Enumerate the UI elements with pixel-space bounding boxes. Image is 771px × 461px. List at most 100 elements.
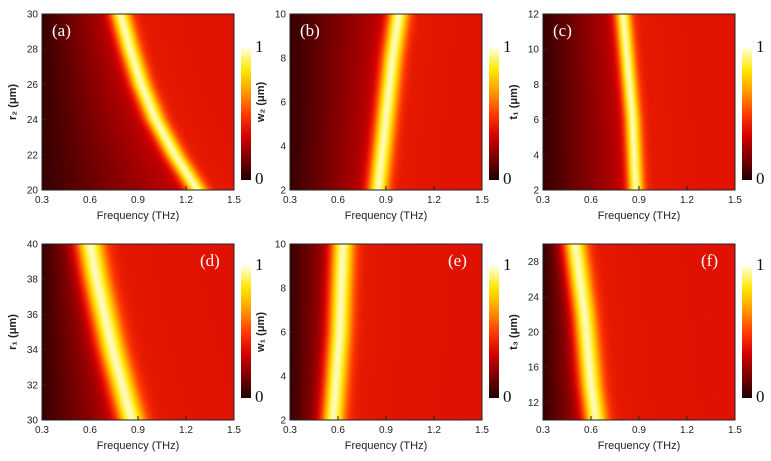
y-tick-label: 12 (528, 398, 540, 409)
x-tick-label: 1.5 (227, 195, 241, 206)
x-tick-label: 0.3 (35, 195, 49, 206)
y-tick-label: 10 (528, 45, 540, 56)
y-tick-label: 12 (528, 10, 540, 21)
heatmap-image (290, 14, 482, 190)
heatmap-image (543, 14, 735, 190)
x-tick-label: 0.6 (83, 195, 97, 206)
y-tick-label: 10 (275, 10, 287, 21)
x-tick-label: 1.5 (728, 425, 742, 436)
x-axis-label: Frequency (THz) (345, 210, 428, 222)
x-tick-label: 1.2 (427, 195, 441, 206)
colorbar-min-label: 0 (255, 169, 264, 188)
y-tick-label: 2 (533, 186, 539, 197)
y-tick-label: 24 (528, 292, 540, 303)
x-tick-label: 0.9 (379, 195, 393, 206)
y-tick-label: 28 (528, 257, 540, 268)
y-tick-label: 4 (280, 142, 286, 153)
x-tick-label: 0.9 (131, 425, 145, 436)
colorbar-max-label: 1 (255, 37, 264, 56)
y-tick-label: 24 (27, 115, 39, 126)
x-tick-label: 1.2 (427, 425, 441, 436)
y-axis-label: r₁ (μm) (7, 314, 19, 350)
colorbar (241, 48, 251, 180)
y-tick-label: 20 (528, 328, 540, 339)
colorbar-min-label: 0 (503, 387, 512, 406)
x-axis-label: Frequency (THz) (97, 440, 180, 452)
y-tick-label: 40 (27, 240, 39, 251)
colorbar (241, 266, 251, 398)
y-tick-label: 6 (280, 98, 286, 109)
x-tick-label: 0.6 (83, 425, 97, 436)
colorbar-max-label: 1 (255, 255, 264, 274)
y-axis-label: t₁ (μm) (508, 84, 520, 119)
panel-label: (a) (52, 21, 71, 40)
x-tick-label: 0.6 (331, 195, 345, 206)
colorbar-min-label: 0 (756, 387, 765, 406)
colorbar-max-label: 1 (503, 37, 512, 56)
x-tick-label: 1.5 (475, 195, 489, 206)
x-tick-label: 1.2 (179, 425, 193, 436)
x-tick-label: 1.5 (728, 195, 742, 206)
x-axis-label: Frequency (THz) (598, 440, 681, 452)
x-tick-label: 1.2 (680, 195, 694, 206)
colorbar-max-label: 1 (756, 255, 765, 274)
y-tick-label: 8 (280, 54, 286, 65)
x-tick-label: 0.6 (584, 425, 598, 436)
y-tick-label: 20 (27, 186, 39, 197)
y-tick-label: 26 (27, 80, 39, 91)
y-tick-label: 22 (27, 150, 39, 161)
colorbar-min-label: 0 (756, 169, 765, 188)
x-tick-label: 0.3 (283, 195, 297, 206)
panel-d: 0.3 0.6 0.9 1.2 1.5 30 32 34 36 38 40 Frequency (TH… (7, 240, 264, 453)
x-tick-label: 1.5 (227, 425, 241, 436)
y-axis-label: w₁ (μm) (255, 312, 267, 353)
colorbar-min-label: 0 (503, 169, 512, 188)
colorbar (489, 266, 499, 398)
panel-label: (f) (701, 251, 718, 270)
y-tick-label: 2 (280, 186, 286, 197)
x-tick-label: 0.6 (584, 195, 598, 206)
panel-label: (b) (300, 21, 320, 40)
colorbar (742, 266, 752, 398)
colorbar-max-label: 1 (756, 37, 765, 56)
x-tick-label: 1.2 (179, 195, 193, 206)
x-tick-label: 1.5 (475, 425, 489, 436)
colorbar (742, 48, 752, 180)
x-axis-label: Frequency (THz) (345, 440, 428, 452)
panel-label: (d) (200, 251, 220, 270)
y-tick-label: 4 (533, 150, 539, 161)
x-axis-label: Frequency (THz) (598, 210, 681, 222)
x-tick-label: 0.3 (536, 425, 550, 436)
y-tick-label: 6 (280, 328, 286, 339)
x-tick-label: 0.9 (131, 195, 145, 206)
y-tick-label: 30 (27, 10, 39, 21)
y-tick-label: 30 (27, 416, 39, 427)
panel-label: (e) (448, 251, 467, 270)
y-tick-label: 16 (528, 363, 540, 374)
y-tick-label: 2 (280, 416, 286, 427)
x-tick-label: 0.9 (632, 425, 646, 436)
y-tick-label: 34 (27, 345, 39, 356)
y-axis-label: t₃ (μm) (508, 314, 520, 350)
x-tick-label: 0.3 (35, 425, 49, 436)
y-tick-label: 28 (27, 45, 39, 56)
y-tick-label: 8 (280, 284, 286, 295)
panel-f: 0.3 0.6 0.9 1.2 1.5 12 16 20 24 28 Frequency (THz)… (508, 243, 765, 452)
y-axis-label: r₂ (μm) (7, 84, 19, 120)
y-tick-label: 8 (533, 80, 539, 91)
x-tick-label: 0.9 (379, 425, 393, 436)
x-tick-label: 1.2 (680, 425, 694, 436)
x-tick-label: 0.3 (283, 425, 297, 436)
heatmap-image (290, 244, 482, 420)
panel-label: (c) (553, 21, 572, 40)
colorbar-max-label: 1 (503, 255, 512, 274)
panel-a: 0.3 0.6 0.9 1.2 1.5 20 22 24 26 28 30 Frequency (TH… (7, 10, 264, 223)
colorbar-min-label: 0 (255, 387, 264, 406)
heatmap-image (42, 14, 234, 190)
colorbar (489, 48, 499, 180)
x-axis-label: Frequency (THz) (97, 210, 180, 222)
